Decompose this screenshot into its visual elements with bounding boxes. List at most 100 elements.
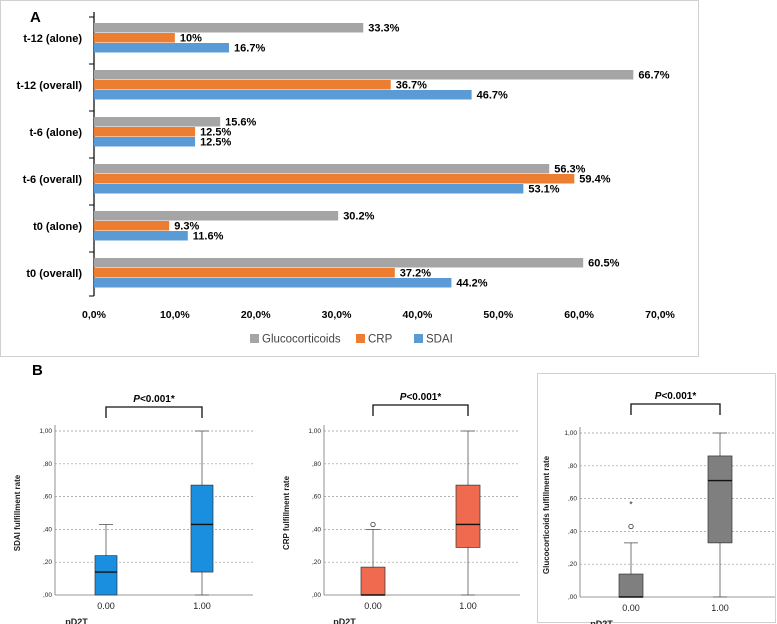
panel-b3-frame (537, 373, 776, 623)
category-label-t-6-alone: t-6 (alone) (29, 127, 82, 139)
value-label-sdai-t-6-overall: 53.1% (528, 184, 559, 196)
x-tick-label: 1.00 (459, 601, 477, 611)
bar-crp-t-6-overall (94, 174, 575, 184)
value-label-glucocorticoids-t-12-overall: 66.7% (638, 70, 669, 82)
bar-glucocorticoids-t0-overall (94, 258, 584, 268)
legend-swatch-crp (356, 334, 365, 343)
category-label-t0-overall: t0 (overall) (26, 268, 82, 280)
legend-label-glucocorticoids: Glucocorticoids (262, 334, 341, 346)
outlier-point (628, 523, 634, 530)
y-axis-title: CRP fulfillment rate (282, 475, 291, 550)
significance-bracket (630, 403, 721, 415)
significance-bracket (105, 406, 203, 418)
y-tick-label: ,00 (568, 594, 577, 601)
y-tick-label: 1,00 (39, 428, 52, 435)
y-tick-label: ,60 (43, 494, 52, 501)
y-tick-label: ,60 (568, 496, 577, 503)
y-tick-label: 1,00 (564, 430, 577, 437)
value-label-glucocorticoids-t-12-alone: 33.3% (368, 23, 399, 35)
x-tick-label: 0.00 (622, 603, 640, 613)
x-tick-label: 40,0% (403, 309, 433, 321)
bar-crp-t-6-alone (94, 127, 196, 137)
y-tick-label: ,00 (43, 592, 52, 599)
bar-glucocorticoids-t-12-alone (94, 23, 364, 33)
x-axis-title: pD2T (65, 617, 88, 624)
value-label-crp-t-6-overall: 59.4% (579, 174, 610, 186)
bar-sdai-t-6-overall (94, 184, 524, 194)
y-tick-label: ,80 (568, 463, 577, 470)
y-tick-label: ,40 (568, 528, 577, 535)
x-axis-title: pD2T (333, 617, 356, 624)
x-tick-label: 0.00 (97, 601, 115, 611)
box-0-00 (618, 573, 644, 598)
x-tick-label: 30,0% (322, 309, 352, 321)
box-0-00 (94, 555, 118, 596)
y-axis-title: SDAI fulfillment rate (13, 474, 22, 551)
p-value-label: P<0.001* (655, 391, 697, 402)
x-tick-label: 10,0% (160, 309, 190, 321)
value-label-glucocorticoids-t-6-alone: 15.6% (225, 117, 256, 129)
bar-sdai-t-6-alone (94, 137, 196, 147)
bar-glucocorticoids-t-6-alone (94, 117, 221, 127)
box-plot-sdai: ,00 ,20 ,40 ,60 ,80 1,00 SDAI fulfillment rate… (13, 394, 253, 624)
bar-sdai-t-12-overall (94, 90, 472, 100)
bar-glucocorticoids-t-12-overall (94, 70, 634, 80)
y-tick-label: ,80 (312, 461, 321, 468)
value-label-crp-t-6-alone: 12.5% (200, 127, 231, 139)
bar-chart: t-12 (alone) 33.3% 10% 16.7% t-12 (overall) 6… (17, 12, 676, 346)
x-tick-label: 1.00 (711, 603, 729, 613)
y-tick-label: ,40 (312, 526, 321, 533)
x-tick-label: 0.00 (364, 601, 382, 611)
box-1-00 (455, 484, 481, 548)
bar-crp-t-12-overall (94, 80, 391, 90)
bar-crp-t0-overall (94, 268, 395, 278)
x-tick-label: 50,0% (483, 309, 513, 321)
value-label-glucocorticoids-t0-overall: 60.5% (588, 258, 619, 270)
value-label-crp-t0-overall: 37.2% (400, 268, 431, 280)
legend-swatch-sdai (414, 334, 423, 343)
y-tick-label: ,40 (43, 526, 52, 533)
outlier-point (370, 521, 376, 528)
x-tick-label: 60,0% (564, 309, 594, 321)
value-label-sdai-t-12-alone: 16.7% (234, 43, 265, 55)
category-label-t-6-overall: t-6 (overall) (23, 174, 83, 186)
y-axis-title: Glucocorticoids fulfillment rate (542, 455, 551, 574)
bar-sdai-t-12-alone (94, 43, 230, 53)
value-label-glucocorticoids-t-6-overall: 56.3% (554, 164, 585, 176)
bar-crp-t0-alone (94, 221, 170, 231)
value-label-sdai-t-12-overall: 46.7% (477, 90, 508, 102)
box-plot-crp: ,00 ,20 ,40 ,60 ,80 1,00 CRP fulfillment rate 0… (282, 392, 520, 624)
y-tick-label: ,20 (568, 561, 577, 568)
box-1-00 (707, 455, 733, 544)
value-label-crp-t0-alone: 9.3% (174, 221, 199, 233)
panel-b-letter: B (32, 362, 43, 379)
y-tick-label: 1,00 (308, 428, 321, 435)
x-tick-label: 0,0% (82, 309, 107, 321)
y-tick-label: ,60 (312, 494, 321, 501)
value-label-crp-t-12-alone: 10% (180, 33, 202, 45)
x-tick-label: 20,0% (241, 309, 271, 321)
box-0-00 (360, 566, 386, 596)
value-label-crp-t-12-overall: 36.7% (396, 80, 427, 92)
y-tick-label: ,00 (312, 592, 321, 599)
bar-sdai-t0-overall (94, 278, 452, 288)
box-1-00 (190, 484, 214, 573)
panel-a-letter: A (30, 9, 41, 26)
x-axis-title: pD2T (590, 619, 613, 624)
y-tick-label: ,20 (312, 559, 321, 566)
box-plot-glucocorticoids: ,00 ,20 ,40 ,60 ,80 1,00 Glucocorticoids fulfi… (542, 391, 775, 624)
significance-bracket (372, 404, 469, 416)
bar-glucocorticoids-t-6-overall (94, 164, 550, 174)
value-label-glucocorticoids-t0-alone: 30.2% (343, 211, 374, 223)
y-tick-label: ,20 (43, 559, 52, 566)
category-label-t-12-overall: t-12 (overall) (17, 80, 83, 92)
legend-label-crp: CRP (368, 334, 393, 346)
x-tick-label: 1.00 (193, 601, 211, 611)
category-label-t-12-alone: t-12 (alone) (23, 33, 82, 45)
p-value-label: P<0.001* (400, 392, 442, 403)
p-value-label: P<0.001* (133, 394, 175, 405)
y-tick-label: ,80 (43, 461, 52, 468)
legend-swatch-glucocorticoids (250, 334, 259, 343)
value-label-sdai-t-6-alone: 12.5% (200, 137, 231, 149)
